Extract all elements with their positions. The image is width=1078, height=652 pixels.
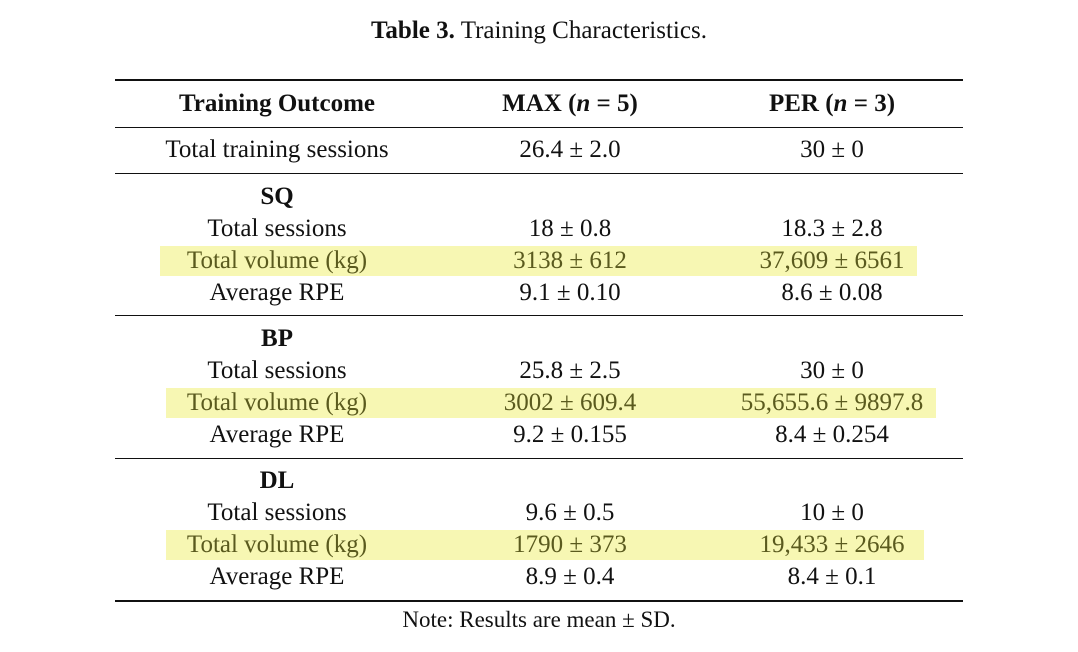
row-label: Total sessions	[207, 357, 347, 384]
bottom-rule	[115, 600, 963, 602]
table-row: Total sessions 18 ± 0.8 18.3 ± 2.8	[115, 213, 963, 245]
header-training-outcome: Training Outcome	[178, 90, 376, 117]
table-row: Average RPE 9.2 ± 0.155 8.4 ± 0.254	[115, 419, 963, 451]
highlight-bp-volume	[166, 388, 936, 418]
row-label: Total sessions	[207, 499, 347, 526]
per-value: 10 ± 0	[800, 499, 864, 526]
row-label: Average RPE	[209, 279, 345, 306]
group-heading-row: BP	[115, 323, 963, 355]
header-max-prefix: MAX (	[502, 90, 577, 117]
max-value: 9.6 ± 0.5	[525, 499, 615, 526]
per-value: 18.3 ± 2.8	[781, 215, 883, 242]
per-value: 19,433 ± 2646	[759, 531, 905, 558]
max-value: 1790 ± 373	[513, 531, 627, 558]
header-per-suffix: = 3)	[847, 90, 896, 117]
highlight-dl-volume	[166, 530, 924, 560]
table-row: Average RPE 9.1 ± 0.10 8.6 ± 0.08	[115, 277, 963, 309]
header-per: PER (n = 3)	[701, 88, 963, 120]
table-row: Total sessions 9.6 ± 0.5 10 ± 0	[115, 497, 963, 529]
max-value: 9.2 ± 0.155	[513, 421, 627, 448]
table-row: Total training sessions 26.4 ± 2.0 30 ± …	[115, 134, 963, 166]
header-per-n: n	[833, 90, 848, 117]
max-value: 9.1 ± 0.10	[519, 279, 621, 306]
section-rule-bp	[115, 315, 963, 316]
header-max-suffix: = 5)	[590, 90, 638, 117]
max-value: 18 ± 0.8	[528, 215, 612, 242]
per-value: 30 ± 0	[800, 357, 864, 384]
header-rule	[115, 127, 963, 128]
per-value: 8.4 ± 0.254	[775, 421, 889, 448]
max-value: 3002 ± 609.4	[503, 389, 637, 416]
group-name-sq: SQ	[260, 183, 294, 210]
table-note: Note: Results are mean ± SD.	[402, 607, 676, 632]
group-name-dl: DL	[259, 467, 295, 494]
header-max: MAX (n = 5)	[439, 88, 701, 120]
header-per-prefix: PER (	[768, 90, 834, 117]
per-value: 37,609 ± 6561	[759, 247, 905, 274]
max-value: 26.4 ± 2.0	[519, 136, 621, 163]
group-heading-row: SQ	[115, 181, 963, 213]
row-label: Total sessions	[207, 215, 347, 242]
table-caption: Table 3. Training Characteristics.	[0, 14, 1078, 48]
table-row: Total volume (kg) 3138 ± 612 37,609 ± 65…	[115, 245, 963, 277]
table-row: Total sessions 25.8 ± 2.5 30 ± 0	[115, 355, 963, 387]
per-value: 55,655.6 ± 9897.8	[740, 389, 924, 416]
section-rule-sq	[115, 173, 963, 174]
row-label: Total volume (kg)	[186, 389, 368, 416]
max-value: 3138 ± 612	[513, 247, 627, 274]
per-value: 8.4 ± 0.1	[787, 563, 877, 590]
header-max-n: n	[576, 90, 591, 117]
max-value: 8.9 ± 0.4	[525, 563, 615, 590]
row-label: Total volume (kg)	[186, 531, 368, 558]
highlight-sq-volume	[160, 246, 917, 276]
row-label: Total volume (kg)	[186, 247, 368, 274]
caption-text: Training Characteristics.	[460, 17, 707, 44]
table-row: Total volume (kg) 1790 ± 373 19,433 ± 26…	[115, 529, 963, 561]
row-label: Total training sessions	[165, 136, 389, 163]
row-label: Average RPE	[209, 421, 345, 448]
row-label: Average RPE	[209, 563, 345, 590]
table-row: Total volume (kg) 3002 ± 609.4 55,655.6 …	[115, 387, 963, 419]
group-heading-row: DL	[115, 465, 963, 497]
top-rule	[115, 79, 963, 81]
per-value: 30 ± 0	[800, 136, 864, 163]
max-value: 25.8 ± 2.5	[519, 357, 621, 384]
table-header-row: Training Outcome MAX (n = 5) PER (n = 3)	[115, 88, 963, 120]
per-value: 8.6 ± 0.08	[781, 279, 883, 306]
section-rule-dl	[115, 458, 963, 459]
table-row: Average RPE 8.9 ± 0.4 8.4 ± 0.1	[115, 561, 963, 593]
group-name-bp: BP	[261, 325, 293, 352]
caption-label: Table 3.	[371, 17, 455, 44]
